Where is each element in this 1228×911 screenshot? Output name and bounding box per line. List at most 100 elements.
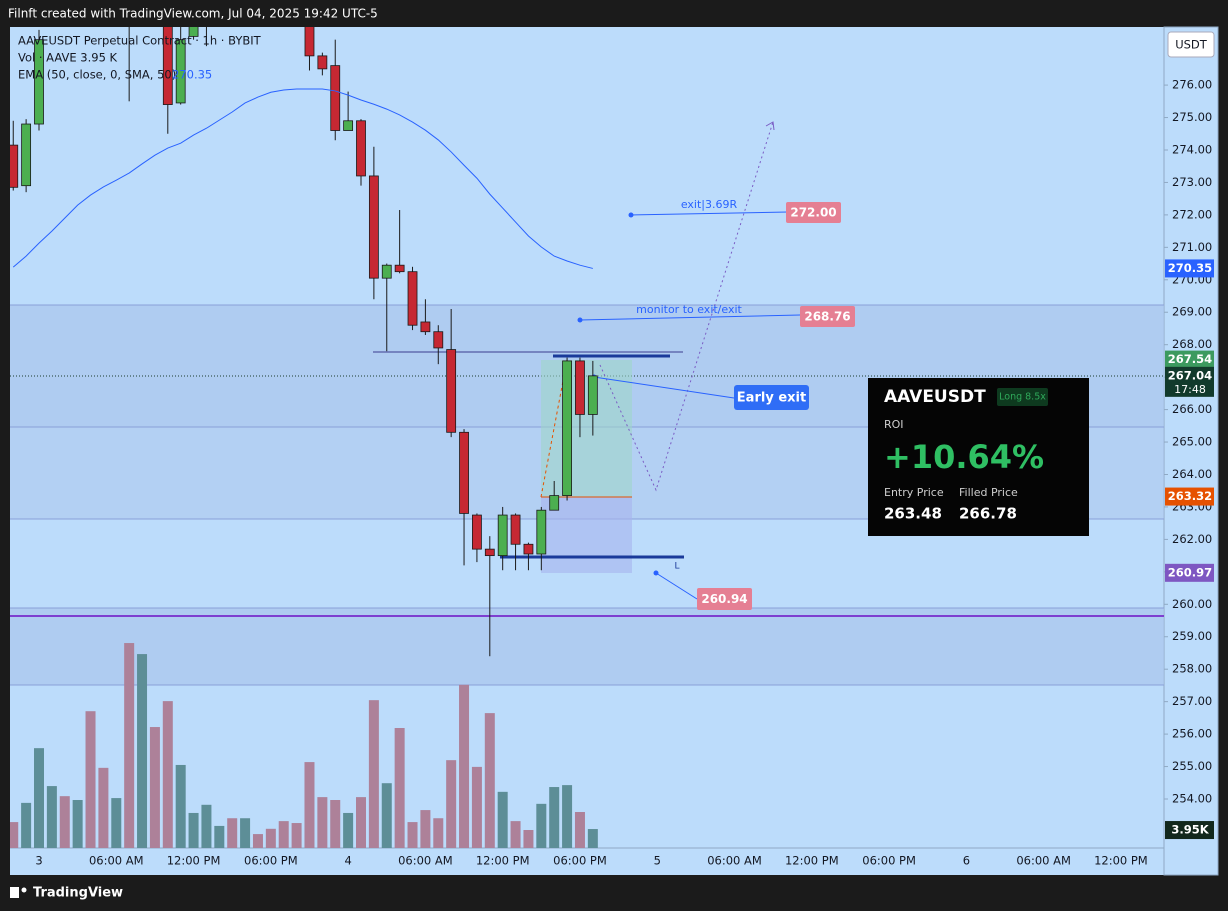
y-tick-label: 264.00 [1172,467,1212,481]
candle-body [304,27,315,57]
volume-bar [304,762,315,848]
x-tick-label: 12:00 PM [167,854,221,868]
volume-bar [497,791,508,848]
x-tick-label: 6 [963,854,970,868]
price-label-box [1165,487,1214,506]
price-label: 267.04 [1168,368,1212,382]
price-axis [1163,26,1219,876]
volume-bar [252,834,263,848]
currency-button[interactable] [1167,31,1215,58]
card-side: Long 8.5x [999,392,1046,403]
price-label-box [1165,259,1214,278]
y-tick-label: 256.00 [1172,727,1212,741]
y-tick-label: 272.00 [1172,207,1212,221]
volume-bar [356,797,366,848]
candle-body [343,120,354,131]
price-label: 260.97 [1168,565,1212,579]
volume-bar [214,825,225,848]
y-tick-label: 275.00 [1172,110,1212,124]
annotation: 272.00 [790,206,836,220]
y-tick-label: 266.00 [1172,402,1212,416]
candle-body [472,514,482,550]
projection-arrow [765,121,775,131]
x-tick-label: 06:00 PM [244,854,298,868]
y-tick-label: 273.00 [1172,175,1212,189]
series [10,27,598,848]
volume-bar [587,829,598,848]
x-tick-label: 4 [344,854,351,868]
x-tick-label: 5 [654,854,661,868]
candle-body [368,175,379,279]
price-label: 270.35 [1168,261,1212,275]
projection [599,121,774,492]
x-tick-label: 06:00 AM [398,854,453,868]
candle-body [562,360,572,496]
volume-label: 3.95K [1171,823,1209,837]
callout-dot [577,317,583,323]
card-symbol: AAVEUSDT [884,387,986,407]
legend: AAVEUSDT Perpetual Contract · 1h · BYBIT [18,34,262,48]
volume-bar [471,766,482,848]
candle-body [484,548,495,557]
price-label-box [1165,563,1214,582]
volume-bar [407,822,418,848]
y-tick-label: 259.00 [1172,629,1212,643]
price-label-box [1165,350,1214,369]
volume-bar [368,700,379,848]
volume-bar [343,812,354,848]
x-tick-label: 06:00 AM [707,854,762,868]
currency[interactable]: USDT [1175,38,1208,52]
volume-bar [510,821,521,848]
credit: Filnft created with TradingView.com, Jul… [8,7,378,21]
price-label-box [1165,366,1214,397]
x-tick-label: 06:00 PM [553,854,607,868]
candle-body [523,543,534,555]
candle-body [188,27,199,37]
legend: Vol · AAVE 3.95 K [18,51,118,65]
annotation-box [800,306,855,327]
y-tick-label: 268.00 [1172,337,1212,351]
volume-bar [72,800,83,848]
candle-body [575,360,585,415]
clock: 17:48 [1174,383,1206,396]
volume-bar [291,823,302,848]
annotation: L [674,562,679,572]
logo-mark [10,887,19,898]
y-tick-label: 265.00 [1172,435,1212,449]
volume-bar [162,701,173,848]
volume-bar [149,727,160,848]
volume-bar [549,787,560,848]
volume-bar [381,783,392,848]
price-label: 263.32 [1168,489,1212,503]
volume-bar [574,812,585,848]
candle-body [10,144,19,188]
y-tick-label: 255.00 [1172,759,1212,773]
callout-line [593,376,735,399]
volume-bar [484,713,495,848]
candle-body [446,349,457,433]
profit-zone [541,360,632,497]
card-bg [868,378,1089,536]
y-tick-label: 254.00 [1172,791,1212,805]
callout-line [579,314,801,321]
annotation: monitor to exit/exit [636,303,742,316]
footer: TradingView [33,886,123,901]
volume-bar [227,818,238,848]
volume-bar [446,760,457,848]
annotation: Early exit [737,391,806,406]
card-roi: +10.64% [884,438,1044,476]
callout-dot [628,212,634,218]
candle-body [381,264,392,279]
y-tick-label: 257.00 [1172,694,1212,708]
candle-body [407,271,418,326]
volume-bar [523,830,534,848]
volume-bar [124,643,135,848]
x-tick-label: 06:00 AM [89,854,144,868]
card-value: 263.48 [884,505,942,523]
volume-bar [201,804,212,848]
volume-bar [459,684,470,848]
volume-bar [59,796,70,848]
candle-body [175,39,186,104]
candle-body [510,514,521,545]
